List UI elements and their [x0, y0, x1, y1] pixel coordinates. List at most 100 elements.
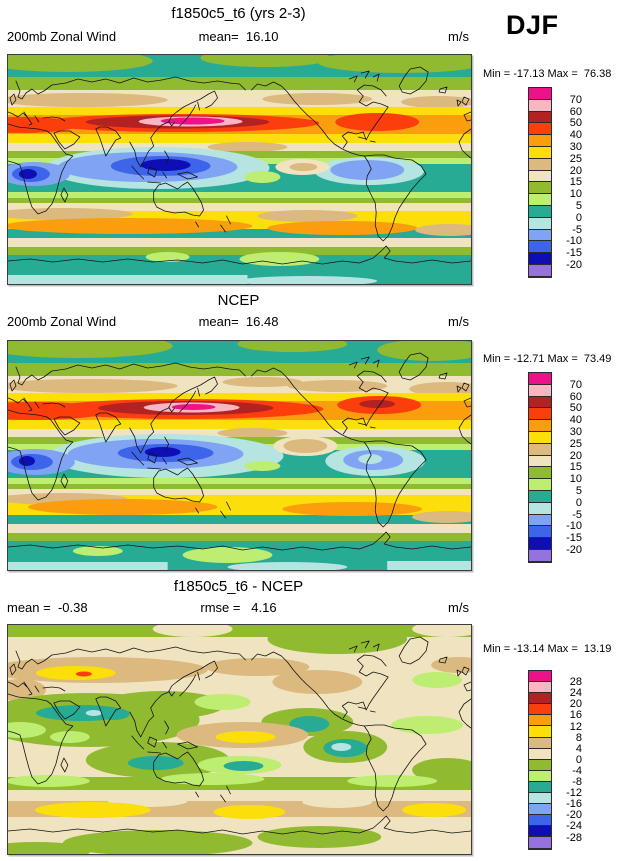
- colorbar-tick-label: 70: [569, 378, 582, 391]
- panel-1-units-label: m/s: [448, 29, 469, 44]
- antarctic-band: [8, 252, 378, 284]
- colorbar-box: [529, 88, 551, 100]
- central-pacific-diff: [176, 722, 471, 782]
- colorbar-box: [529, 815, 551, 827]
- panel-2-title: NCEP: [217, 292, 260, 309]
- panel-3-minmax: Min = -13.14 Max = 13.19: [483, 643, 612, 655]
- colorbar-box: [529, 443, 551, 456]
- colorbar-box: [529, 748, 551, 760]
- colorbar-tick-label: 10: [569, 473, 582, 486]
- colorbar-tick-label: 0: [575, 211, 582, 224]
- colorbar-tick-label: -8: [572, 776, 582, 788]
- colorbar-tick-label: 20: [569, 449, 582, 462]
- panel-2-mean-label: mean= 16.48: [198, 314, 279, 329]
- colorbar-tick-label: -5: [572, 508, 582, 521]
- panel-1-title: f1850c5_t6 (yrs 2-3): [171, 5, 306, 22]
- colorbar-box: [529, 715, 551, 727]
- panel-2-colorbar: 70 60 50 40 30 25 20 15 10 5 0 -5 -10 -15 -20: [528, 372, 582, 563]
- sh-midlat-diff: [8, 773, 471, 819]
- colorbar-tick-label: -24: [566, 820, 582, 833]
- colorbar-box: [529, 526, 551, 539]
- colorbar-tick-label: 16: [569, 709, 582, 722]
- colorbar-box: [529, 408, 551, 421]
- colorbar-box: [529, 693, 551, 705]
- colorbar-tick-label: -12: [566, 787, 582, 800]
- colorbar-tick-label: 20: [569, 164, 582, 177]
- colorbar-tick-label: 15: [569, 176, 582, 189]
- colorbar-box: [529, 726, 551, 738]
- colorbar-box: [529, 217, 551, 230]
- colorbar-tick-label: -20: [566, 544, 582, 556]
- colorbar-tick-label: 20: [569, 698, 582, 711]
- colorbar-tick-label: -5: [572, 223, 582, 236]
- colorbar-box: [529, 431, 551, 444]
- colorbar-box: [529, 373, 551, 385]
- difference-map-svg: [8, 625, 471, 854]
- panel-3-units-label: m/s: [448, 600, 469, 615]
- tropical-easterlies: [8, 147, 425, 189]
- colorbar-box: [529, 704, 551, 716]
- nh-polar-band: [8, 55, 471, 73]
- panel-2-units-label: m/s: [448, 314, 469, 329]
- colorbar-box: [529, 420, 551, 432]
- colorbar-box: [529, 479, 551, 491]
- colorbar-box: [529, 770, 551, 782]
- colorbar-tick-label: 0: [575, 753, 582, 766]
- nh-polar-diff: [8, 625, 471, 688]
- panel-3-header: mean = -0.38 rmse = 4.16 m/s: [7, 600, 470, 616]
- colorbar-tick-label: 4: [575, 742, 582, 755]
- colorbar-box: [529, 229, 551, 242]
- colorbar-box: [529, 793, 551, 805]
- colorbar-box: [529, 467, 551, 480]
- colorbar-tick-label: 60: [569, 390, 582, 403]
- colorbar-box: [529, 781, 551, 794]
- colorbar-tick-label: -15: [566, 247, 582, 260]
- nh-tan-band: [8, 657, 471, 701]
- sh-westerlies: [8, 493, 471, 523]
- colorbar-tick-label: 10: [569, 188, 582, 201]
- colorbar-tick-label: 40: [569, 414, 582, 427]
- ncep-map-svg: [8, 341, 471, 570]
- colorbar-box: [529, 396, 551, 409]
- antarctic-band: [8, 546, 471, 570]
- colorbar-tick-label: -15: [566, 532, 582, 545]
- colorbar-box: [529, 384, 551, 397]
- colorbar-tick-label: 8: [575, 731, 582, 744]
- colorbar-tick-label: 70: [569, 93, 582, 106]
- tropical-easterlies: [8, 434, 426, 478]
- colorbar-box: [529, 241, 551, 254]
- panel-3-map: [7, 624, 472, 855]
- colorbar-box: [529, 264, 551, 277]
- colorbar-tick-label: 30: [569, 141, 582, 153]
- colorbar-tick-label: 40: [569, 129, 582, 142]
- australia-diff: [85, 742, 282, 778]
- colorbar-tick-label: 50: [569, 117, 582, 130]
- panel-1-map: [7, 54, 472, 285]
- sh-westerlies: [8, 208, 471, 236]
- season-label: DJF: [506, 10, 559, 40]
- nh-jet-core: [8, 396, 422, 420]
- colorbar-tick-label: -20: [566, 809, 582, 822]
- model-map-svg: [8, 55, 471, 284]
- colorbar-tick-label: 25: [569, 437, 582, 450]
- panel-3-colorbar: 28 24 20 16 12 8 4 0 -4 -8 -12 -16 -20 -24 -28: [528, 670, 582, 850]
- colorbar-box: [529, 455, 551, 468]
- nh-jet-core: [8, 113, 420, 133]
- panel-1-mean-label: mean= 16.10: [198, 29, 279, 44]
- panel-2-variable-label: 200mb Zonal Wind: [7, 314, 117, 329]
- panel-2-minmax: Min = -12.71 Max = 73.49: [483, 353, 612, 365]
- colorbar-box: [529, 682, 551, 694]
- colorbar-box: [529, 158, 551, 171]
- colorbar-tick-label: -10: [566, 520, 582, 533]
- colorbar-box: [529, 514, 551, 527]
- colorbar-tick-label: 50: [569, 402, 582, 415]
- colorbar-box: [529, 146, 551, 159]
- colorbar-box: [529, 194, 551, 206]
- colorbar-tick-label: -10: [566, 235, 582, 248]
- panel-1-variable-label: 200mb Zonal Wind: [7, 29, 117, 44]
- colorbar-box: [529, 759, 551, 771]
- panel-1-minmax: Min = -17.13 Max = 76.38: [483, 68, 612, 80]
- nh-polar-band: [8, 341, 471, 361]
- colorbar-box: [529, 99, 551, 112]
